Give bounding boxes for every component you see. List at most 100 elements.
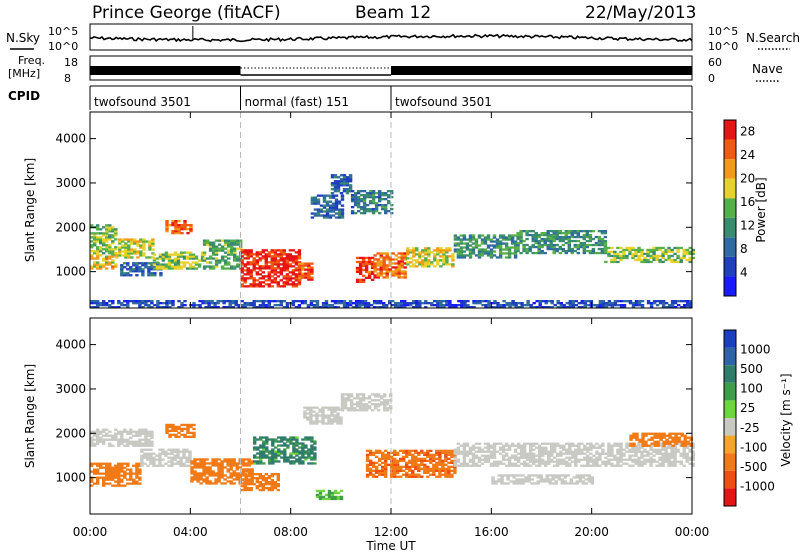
power-echo-cell-2 (127, 238, 131, 241)
velocity-echo-cell-10 (489, 450, 494, 453)
power-echo-cell-11 (350, 206, 355, 209)
power-echo-cell-10 (336, 186, 341, 189)
power-echo-cell-18 (216, 306, 220, 309)
velocity-echo-cell-12 (644, 444, 648, 447)
velocity-echo-cell-0 (132, 444, 136, 447)
power-echo-cell-7 (240, 263, 244, 266)
power-echo-cell-15 (504, 236, 509, 239)
velocity-echo-cell-8 (352, 403, 357, 406)
date-title: 22/May/2013 (585, 3, 697, 23)
velocity-echo-cell-5 (301, 450, 305, 453)
power-echo-cell-15 (510, 252, 515, 255)
velocity-echo-cell-7 (321, 416, 325, 419)
power-echo-cell-15 (507, 246, 512, 249)
velocity-echo-cell-11 (560, 480, 564, 483)
power-echo-cell-7 (285, 255, 290, 258)
power-echo-cell-6 (223, 255, 228, 258)
velocity-echo-cell-10 (637, 450, 641, 453)
power-colorbar-cell-0 (724, 276, 736, 296)
power-echo-cell-9 (316, 214, 321, 217)
power-echo-cell-11 (362, 194, 367, 197)
velocity-echo-cell-9 (435, 453, 439, 456)
power-echo-cell-18 (354, 306, 359, 309)
power-echo-cell-18 (258, 304, 262, 307)
power-echo-cell-18 (144, 304, 148, 307)
power-echo-cell-16 (555, 237, 559, 241)
power-echo-cell-7 (258, 269, 262, 272)
power-echo-cell-15 (456, 248, 461, 251)
velocity-echo-cell-9 (414, 465, 418, 468)
velocity-echo-cell-6 (252, 483, 256, 486)
velocity-echo-cell-5 (253, 460, 257, 463)
power-echo-cell-7 (282, 257, 286, 260)
power-echo-cell-4 (161, 257, 166, 260)
power-echo-cell-18 (207, 304, 211, 307)
power-echo-cell-18 (604, 302, 609, 305)
velocity-echo-cell-3 (165, 425, 169, 429)
velocity-echo-cell-9 (402, 457, 406, 460)
velocity-echo-cell-9 (378, 473, 382, 476)
velocity-echo-cell-10 (649, 444, 653, 447)
velocity-echo-cell-9 (402, 473, 406, 476)
velocity-echo-cell-1 (108, 482, 112, 485)
power-echo-cell-18 (336, 302, 341, 305)
power-echo-cell-11 (356, 210, 361, 213)
power-echo-cell-5 (177, 224, 181, 227)
velocity-echo-cell-9 (405, 471, 409, 474)
velocity-echo-cell-0 (90, 430, 94, 433)
velocity-echo-cell-3 (180, 423, 184, 427)
power-echo-cell-18 (683, 306, 687, 309)
power-echo-cell-16 (528, 245, 532, 249)
velocity-echo-cell-10 (547, 452, 551, 455)
power-echo-cell-5 (183, 228, 187, 231)
velocity-echo-cell-5 (262, 440, 266, 443)
velocity-echo-cell-10 (670, 446, 674, 449)
velocity-echo-cell-3 (189, 431, 193, 434)
power-echo-cell-18 (451, 306, 455, 309)
power-echo-cell-17 (676, 254, 680, 258)
velocity-echo-cell-10 (501, 446, 506, 449)
power-echo-cell-4 (188, 251, 193, 254)
power-echo-cell-8 (301, 276, 305, 279)
velocity-echo-cell-10 (682, 452, 686, 455)
power-echo-cell-5 (186, 228, 190, 231)
velocity-echo-cell-9 (426, 467, 430, 470)
velocity-echo-cell-5 (310, 446, 314, 449)
velocity-echo-cell-2 (176, 454, 180, 457)
velocity-echo-cell-10 (634, 462, 638, 465)
velocity-echo-cell-10 (640, 456, 644, 459)
velocity-echo-cell-4 (208, 468, 212, 471)
power-echo-cell-11 (384, 192, 388, 195)
velocity-echo-cell-12 (677, 432, 681, 435)
velocity-echo-cell-1 (111, 472, 115, 475)
velocity-echo-cell-10 (604, 452, 608, 455)
power-echo-cell-14 (439, 259, 443, 262)
velocity-echo-cell-1 (102, 480, 106, 483)
velocity-echo-cell-11 (578, 476, 582, 479)
power-echo-cell-15 (459, 242, 464, 245)
velocity-echo-cell-9 (432, 467, 436, 470)
power-echo-cell-7 (252, 269, 256, 272)
velocity-echo-cell-7 (306, 416, 310, 419)
power-echo-cell-0 (108, 224, 112, 227)
power-echo-cell-11 (374, 202, 379, 205)
power-echo-cell-16 (522, 249, 526, 253)
velocity-echo-cell-6 (276, 479, 280, 482)
velocity-echo-cell-10 (571, 460, 575, 463)
velocity-echo-cell-6 (255, 473, 259, 476)
power-echo-cell-18 (183, 300, 187, 303)
velocity-echo-cell-0 (90, 444, 94, 447)
power-echo-cell-0 (111, 234, 115, 237)
power-echo-cell-4 (200, 259, 205, 262)
velocity-echo-cell-10 (616, 462, 620, 465)
power-echo-cell-7 (294, 251, 299, 254)
power-echo-cell-15 (501, 238, 506, 241)
power-echo-cell-6 (220, 257, 225, 260)
velocity-echo-cell-10 (631, 446, 635, 449)
power-echo-cell-6 (214, 265, 219, 268)
power-echo-cell-18 (360, 302, 365, 305)
power-echo-cell-18 (117, 306, 121, 309)
velocity-echo-cell-10 (610, 462, 614, 465)
power-echo-cell-4 (164, 253, 169, 256)
power-echo-cell-13 (379, 266, 383, 269)
